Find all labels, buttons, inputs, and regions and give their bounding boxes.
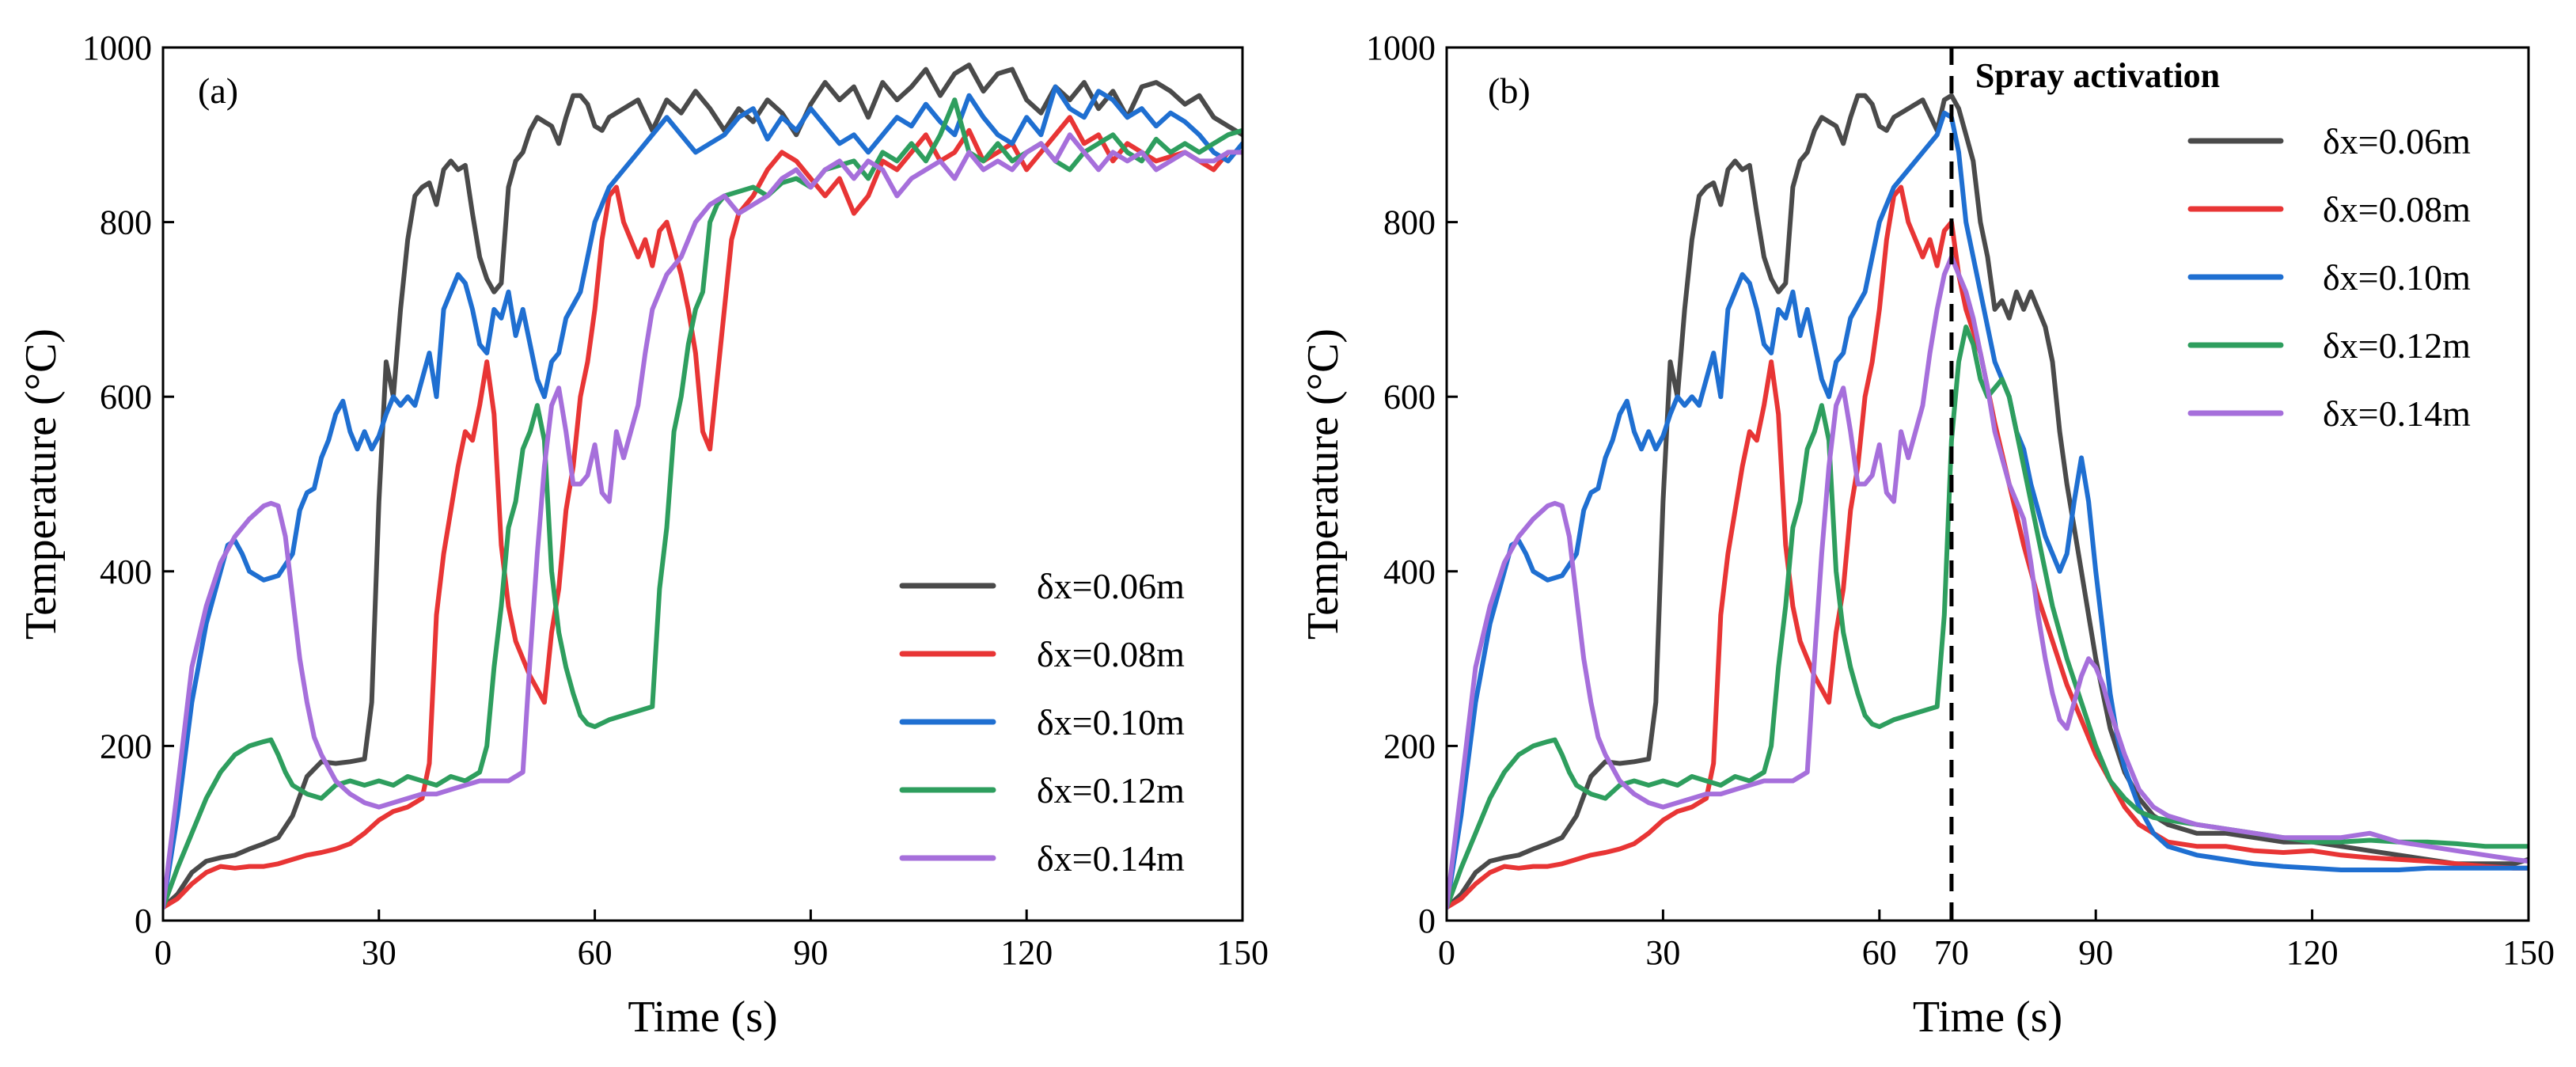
y-tick-label: 0 bbox=[1418, 902, 1436, 940]
y-axis-title: Temperature (°C) bbox=[17, 328, 66, 640]
legend-entry: δx=0.08m bbox=[2323, 189, 2471, 230]
x-tick-label: 150 bbox=[2502, 933, 2555, 972]
series-line-012 bbox=[1447, 325, 2529, 910]
y-tick-label: 600 bbox=[1383, 378, 1436, 416]
y-tick-label: 200 bbox=[1383, 727, 1436, 765]
y-tick-label: 1000 bbox=[1366, 28, 1436, 67]
panel-label: (b) bbox=[1488, 70, 1531, 111]
series-line-014 bbox=[1447, 254, 2529, 910]
y-tick-label: 400 bbox=[100, 552, 152, 591]
x-tick-label: 0 bbox=[1438, 933, 1455, 972]
series-line-014 bbox=[163, 132, 1242, 910]
legend-entry: δx=0.14m bbox=[1037, 838, 1185, 879]
legend-entry: δx=0.12m bbox=[1037, 770, 1185, 811]
y-tick-label: 800 bbox=[1383, 203, 1436, 242]
x-tick-label: 90 bbox=[2078, 933, 2113, 972]
series-group bbox=[1447, 93, 2529, 910]
legend-entry: δx=0.14m bbox=[2323, 393, 2471, 434]
series-line-010 bbox=[163, 84, 1242, 910]
y-tick-label: 200 bbox=[100, 727, 152, 765]
y-tick-label: 400 bbox=[1383, 552, 1436, 591]
x-tick-label: 60 bbox=[578, 933, 613, 972]
series-line-006 bbox=[163, 63, 1242, 910]
legend: δx=0.06m δx=0.08m δx=0.10m δx=0.12m δx=0.14m bbox=[2187, 121, 2471, 434]
y-axis-title: Temperature (°C) bbox=[1299, 328, 1348, 640]
legend-entry: δx=0.08m bbox=[1037, 634, 1185, 674]
chart-panel-b: Spray activation 0 30 60 70 90 120 150 0 200 400 60… bbox=[1299, 28, 2555, 1042]
legend-entry: δx=0.10m bbox=[2323, 257, 2471, 298]
x-tick-label: 30 bbox=[362, 933, 396, 972]
x-axis-title: Time (s) bbox=[1913, 993, 2062, 1042]
plot-frame bbox=[161, 46, 1244, 922]
x-tick-label: 60 bbox=[1862, 933, 1897, 972]
chart-panel-a: 0 30 60 90 120 150 0 200 400 600 800 1000 Time (s) Te… bbox=[17, 28, 1269, 1042]
series-group bbox=[163, 63, 1242, 910]
y-tick-label: 0 bbox=[135, 902, 152, 940]
legend: δx=0.06m δx=0.08m δx=0.10m δx=0.12m δx=0.14m bbox=[899, 566, 1185, 879]
legend-entry: δx=0.06m bbox=[2323, 121, 2471, 161]
x-axis-title: Time (s) bbox=[628, 993, 777, 1042]
panel-label: (a) bbox=[198, 70, 238, 111]
x-tick-label: 120 bbox=[1000, 933, 1053, 972]
legend-entry: δx=0.06m bbox=[1037, 566, 1185, 606]
series-line-008 bbox=[163, 115, 1242, 910]
series-line-010 bbox=[1447, 110, 2529, 910]
x-tick-label: 90 bbox=[793, 933, 828, 972]
x-tick-label: 150 bbox=[1216, 933, 1269, 972]
plot-frame bbox=[1445, 46, 2530, 922]
x-tick-label: 0 bbox=[154, 933, 172, 972]
y-tick-label: 600 bbox=[100, 378, 152, 416]
y-tick-label: 800 bbox=[100, 203, 152, 242]
legend-entry: δx=0.12m bbox=[2323, 325, 2471, 366]
x-tick-label: 120 bbox=[2286, 933, 2339, 972]
x-tick-label: 30 bbox=[1645, 933, 1680, 972]
legend-entry: δx=0.10m bbox=[1037, 702, 1185, 742]
y-tick-label: 1000 bbox=[82, 28, 152, 67]
x-tick-label: 70 bbox=[1934, 933, 1969, 972]
spray-activation-label: Spray activation bbox=[1975, 56, 2220, 95]
